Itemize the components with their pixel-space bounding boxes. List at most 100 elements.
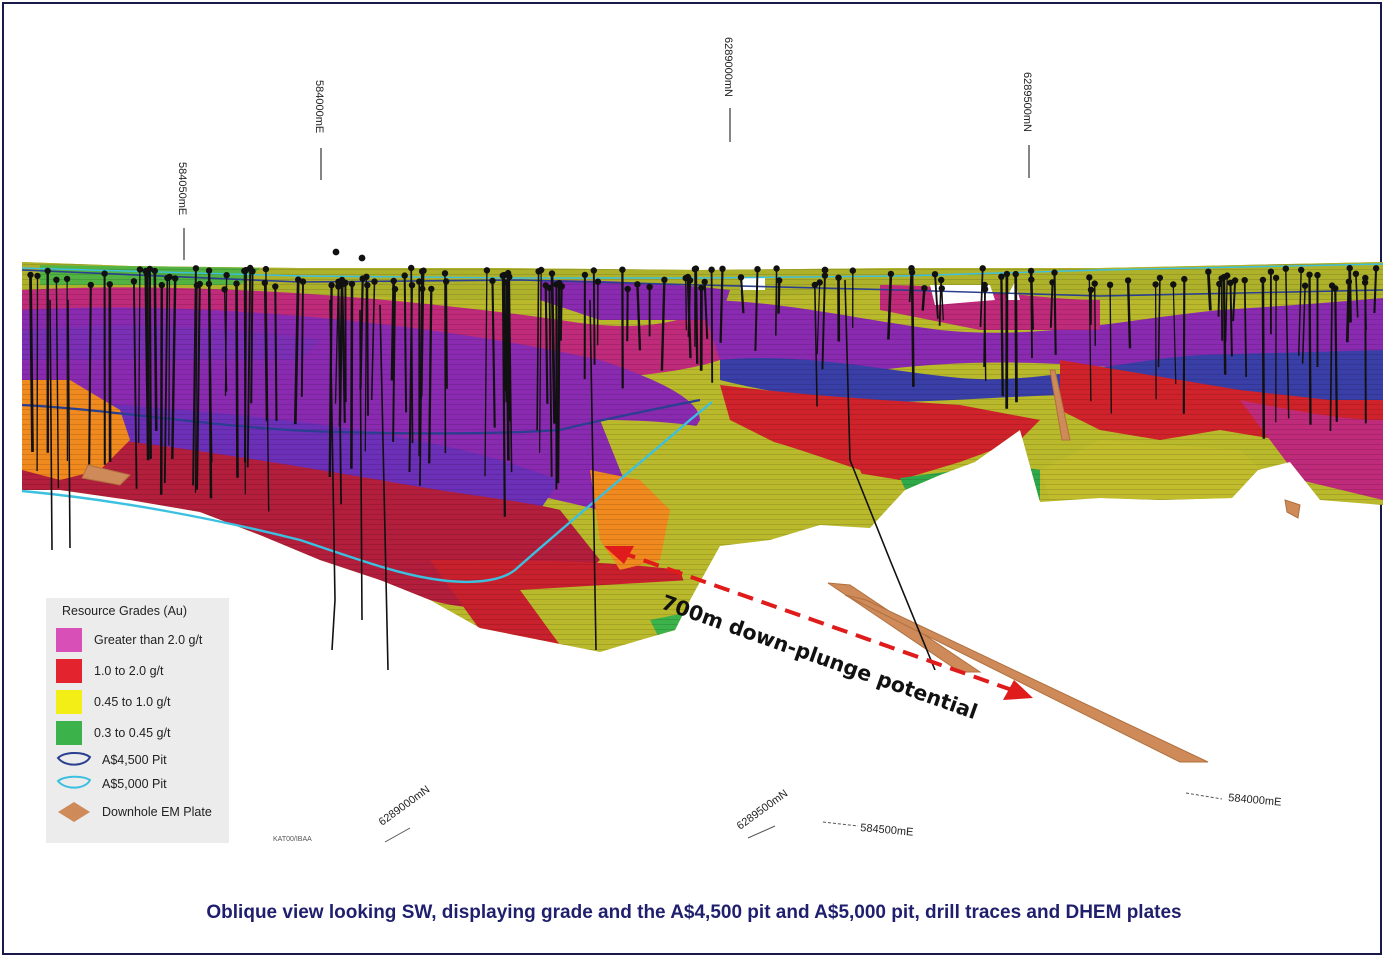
drill-collar — [136, 266, 144, 273]
drill-collar — [981, 281, 988, 289]
drill-trace — [1355, 273, 1359, 318]
drill-collar — [811, 281, 818, 289]
drill-collar — [1361, 279, 1369, 286]
drill-collar — [262, 265, 270, 273]
drill-collar — [1301, 282, 1309, 289]
drill-trace — [501, 275, 506, 517]
drill-collar — [144, 271, 151, 278]
drill-trace — [685, 278, 688, 331]
drill-collar — [1282, 265, 1290, 272]
drill-trace — [163, 277, 169, 484]
top-grid-markers — [183, 108, 1030, 260]
grid-label-top-2: 584000mE — [313, 80, 325, 133]
drill-trace — [1220, 278, 1224, 341]
drill-collar — [1170, 281, 1177, 288]
drill-trace — [337, 281, 343, 505]
drill-trace — [207, 270, 213, 499]
drill-trace — [195, 283, 201, 490]
drill-trace — [223, 289, 228, 392]
drill-collar — [1205, 268, 1212, 275]
grid-label-top-1: 584050mE — [176, 162, 188, 215]
drill-trace — [754, 269, 759, 351]
drill-collar — [887, 270, 895, 278]
drill-collar — [416, 278, 423, 285]
drill-trace — [979, 268, 984, 328]
drill-trace — [350, 283, 354, 469]
drill-collar — [428, 285, 435, 293]
grid-label-bottom-1: 6289000mN — [377, 783, 433, 828]
drill-collar — [335, 278, 342, 285]
drill-collar — [816, 279, 823, 286]
drill-collar — [249, 268, 256, 275]
drill-collar — [594, 278, 602, 285]
drill-trace — [739, 277, 745, 314]
drill-trace — [419, 288, 424, 486]
drill-trace — [938, 279, 943, 326]
drill-collar — [558, 283, 565, 290]
down-plunge-arrow — [604, 546, 1033, 700]
drill-collar — [164, 274, 171, 282]
drill-collar — [358, 254, 366, 262]
legend-item-em-plate: Downhole EM Plate — [56, 796, 229, 827]
down-plunge-label: 700m down-plunge potential — [658, 590, 980, 724]
drill-collar — [1241, 277, 1248, 284]
drill-trace — [636, 284, 642, 351]
drill-trace — [484, 270, 488, 477]
drill-collar — [938, 276, 945, 284]
drill-trace — [1154, 284, 1157, 400]
drill-trace — [168, 276, 171, 446]
drill-trace — [548, 287, 553, 477]
drill-collar — [542, 282, 549, 289]
drill-trace — [1285, 268, 1290, 419]
drill-collar — [773, 265, 780, 272]
drill-trace — [1093, 283, 1097, 346]
drill-trace — [550, 273, 556, 424]
drill-collar — [1051, 269, 1058, 276]
drill-collar — [390, 277, 397, 285]
drill-collar — [692, 265, 700, 272]
drill-collar — [1106, 281, 1114, 288]
drill-trace — [536, 271, 540, 431]
drill-trace — [132, 281, 138, 489]
drill-trace — [403, 275, 408, 413]
drill-trace — [626, 288, 629, 342]
drill-trace — [366, 285, 369, 416]
drill-trace — [293, 279, 300, 425]
drill-trace — [941, 288, 944, 321]
legend-label: A$5,000 Pit — [102, 777, 167, 791]
drill-collar — [646, 283, 653, 291]
drill-collar — [1231, 277, 1239, 284]
drill-collar — [634, 281, 641, 288]
drill-trace — [660, 279, 666, 371]
drill-trace — [1243, 280, 1248, 378]
drill-collar — [1267, 268, 1275, 275]
drill-trace — [719, 268, 724, 343]
drill-trace — [1049, 282, 1054, 328]
drill-collar — [332, 248, 340, 256]
drill-trace — [775, 268, 778, 336]
drill-collar — [1227, 279, 1234, 286]
drill-collar — [506, 273, 513, 281]
drill-trace — [390, 280, 396, 381]
legend-label: Greater than 2.0 g/t — [94, 632, 203, 647]
drill-trace — [88, 284, 92, 465]
drill-collar — [684, 273, 692, 281]
drill-trace — [1364, 282, 1367, 331]
grid-label-bottom-4: 584000mE — [1228, 792, 1282, 809]
drill-trace — [55, 279, 60, 489]
drill-collar — [1259, 276, 1267, 284]
drill-collar — [87, 281, 95, 289]
grid-label-top-4: 6289500mN — [1021, 72, 1033, 132]
drill-collar — [708, 266, 715, 273]
drill-trace — [508, 276, 513, 473]
drill-collar — [921, 285, 928, 292]
drill-collar — [698, 284, 705, 292]
drill-collar — [391, 285, 399, 293]
legend-swatch-red — [56, 658, 82, 683]
drill-collar — [1012, 270, 1019, 278]
drill-collar — [979, 265, 986, 272]
pit-outline-icon — [56, 775, 92, 789]
drill-trace — [694, 268, 699, 364]
drill-collar — [931, 271, 939, 278]
pit-outline-icon — [56, 752, 92, 766]
